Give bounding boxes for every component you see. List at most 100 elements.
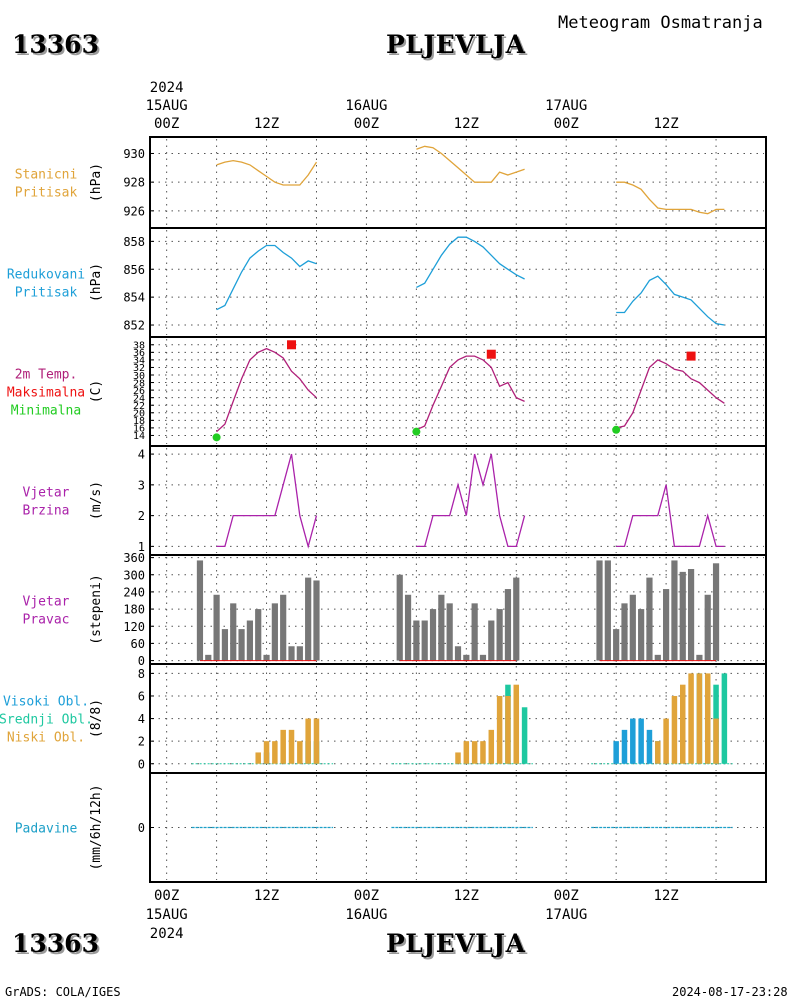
cloud-bar-low bbox=[496, 695, 503, 764]
cloud-bar-low bbox=[696, 673, 703, 764]
wind-direction-bar bbox=[438, 594, 445, 661]
panel-wind_speed bbox=[150, 445, 766, 553]
y-tick-label: 3 bbox=[138, 478, 145, 492]
day-label-bottom: 17AUG bbox=[545, 907, 587, 923]
y-tick-label: 852 bbox=[123, 319, 145, 333]
panel-wind_direction bbox=[150, 554, 766, 662]
y-tick-label: 930 bbox=[123, 147, 145, 161]
cloud-bar-low bbox=[655, 741, 661, 764]
cloud-bar-high bbox=[613, 741, 619, 764]
wind-direction-bar bbox=[463, 654, 470, 661]
chart-frame bbox=[149, 136, 767, 883]
wind-direction-bar bbox=[280, 594, 287, 661]
y-axis-label: (hPa) bbox=[89, 263, 104, 302]
cloud-bar-high bbox=[646, 729, 653, 764]
cloud-bar-high bbox=[630, 718, 636, 764]
y-axis-label: (C) bbox=[89, 380, 104, 403]
cloud-bar-low bbox=[471, 741, 478, 764]
panel-label-line: Minimalna bbox=[11, 404, 81, 419]
wind-direction-bar bbox=[196, 560, 204, 661]
y-tick-label: 6 bbox=[138, 690, 145, 704]
y-tick-label: 0 bbox=[138, 757, 145, 771]
cloud-bar-low bbox=[280, 729, 286, 764]
y-tick-label: 4 bbox=[138, 448, 145, 462]
wind-direction-bar bbox=[213, 594, 220, 661]
cloud-bar-low bbox=[488, 729, 495, 764]
time-label-bottom: 00Z bbox=[154, 888, 179, 904]
y-tick-label: 30 bbox=[133, 371, 145, 382]
y-tick-label: 26 bbox=[133, 386, 145, 397]
cloud-bar-low bbox=[297, 741, 303, 764]
panel-label-line: Pritisak bbox=[15, 186, 78, 201]
y-tick-label: 8 bbox=[138, 667, 145, 681]
wind-direction-bar bbox=[504, 589, 512, 661]
station-id-bottom: 13363 bbox=[12, 929, 99, 958]
panel-label-line: Pritisak bbox=[15, 286, 78, 301]
wind-direction-bar bbox=[446, 603, 453, 661]
wind-direction-bar bbox=[205, 654, 212, 661]
wind-direction-bar bbox=[230, 603, 237, 661]
wind-direction-bar bbox=[429, 609, 437, 661]
y-tick-label: 180 bbox=[123, 603, 145, 617]
panel-label-line: 2m Temp. bbox=[15, 368, 78, 383]
wind-direction-bar bbox=[271, 603, 278, 661]
y-tick-label: 240 bbox=[123, 585, 145, 599]
wind-direction-bar bbox=[646, 577, 653, 661]
y-tick-label: 34 bbox=[133, 356, 145, 367]
panel-label-line: Visoki Obl. bbox=[3, 695, 89, 710]
time-label-top: 12Z bbox=[653, 116, 678, 132]
meteogram-title: Meteogram Osmatranja bbox=[558, 13, 763, 33]
year-label-top: 2024 bbox=[150, 80, 184, 96]
cloud-bar-low bbox=[272, 741, 278, 764]
panel-label-line: Padavine bbox=[15, 822, 78, 837]
wind-direction-bar bbox=[396, 574, 403, 661]
y-tick-label: 60 bbox=[131, 637, 145, 651]
y-tick-label: 14 bbox=[133, 431, 145, 442]
wind-direction-bar bbox=[404, 594, 412, 661]
series-line-reduced_pressure-1 bbox=[416, 236, 525, 288]
y-axis-label: (hPa) bbox=[89, 163, 104, 202]
wind-direction-bar bbox=[305, 577, 312, 661]
series-line-temperature-1 bbox=[416, 355, 525, 431]
station-name-top: PLJEVLJA bbox=[386, 30, 526, 59]
cloud-bar-low bbox=[313, 718, 320, 764]
cloud-bar-low bbox=[455, 752, 461, 764]
y-tick-label: 858 bbox=[123, 235, 145, 249]
panel-label-line: Redukovani bbox=[7, 268, 85, 283]
y-axis-label: (m/s) bbox=[89, 481, 104, 520]
wind-direction-bar bbox=[638, 609, 645, 661]
series-line-temperature-0 bbox=[216, 347, 317, 433]
y-tick-label: 4 bbox=[138, 712, 145, 726]
wind-direction-bar bbox=[696, 654, 703, 661]
panel-label-line: Vjetar bbox=[23, 595, 70, 610]
time-label-bottom: 00Z bbox=[354, 888, 379, 904]
wind-direction-bar bbox=[712, 563, 720, 661]
cloud-bar-high bbox=[621, 729, 628, 764]
panel-label-line: Vjetar bbox=[23, 486, 70, 501]
wind-direction-bar bbox=[613, 629, 620, 661]
wind-direction-bar bbox=[663, 589, 670, 661]
y-tick-label: 24 bbox=[133, 393, 145, 404]
tmax-marker bbox=[486, 349, 496, 359]
wind-direction-bar bbox=[479, 654, 487, 661]
wind-direction-bar bbox=[654, 654, 661, 661]
day-label-top: 16AUG bbox=[345, 98, 387, 114]
time-label-top: 12Z bbox=[454, 116, 479, 132]
cloud-bar-mid bbox=[721, 673, 728, 764]
series-line-temperature-2 bbox=[616, 359, 725, 429]
time-label-bottom: 12Z bbox=[454, 888, 479, 904]
wind-direction-bar bbox=[263, 654, 270, 661]
y-tick-label: 856 bbox=[123, 263, 145, 277]
cloud-bar-mid bbox=[521, 707, 528, 764]
series-line-wind_speed-2 bbox=[616, 484, 725, 548]
wind-direction-bar bbox=[679, 571, 686, 661]
wind-direction-bar bbox=[221, 629, 229, 661]
wind-direction-bar bbox=[454, 646, 462, 661]
y-axis-label: (8/8) bbox=[89, 699, 104, 738]
wind-direction-bar bbox=[471, 603, 478, 661]
footer-credit: GrADS: COLA/IGES bbox=[5, 985, 121, 999]
cloud-bar-low bbox=[255, 752, 261, 764]
panel-label-line: Srednji Obl. bbox=[0, 713, 93, 728]
y-tick-label: 20 bbox=[133, 409, 145, 420]
